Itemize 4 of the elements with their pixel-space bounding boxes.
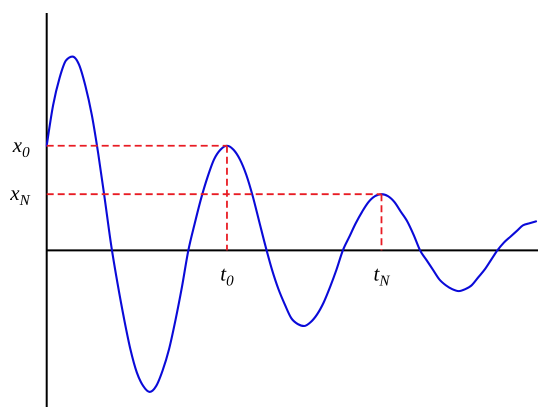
x-tick-label: t$_{0}$ xyxy=(220,261,234,289)
series-label: x$_{0}$ xyxy=(12,132,30,160)
x-tick-label: t$_{N}$ xyxy=(374,261,390,289)
series-label: x$_{N}$ xyxy=(9,181,31,209)
